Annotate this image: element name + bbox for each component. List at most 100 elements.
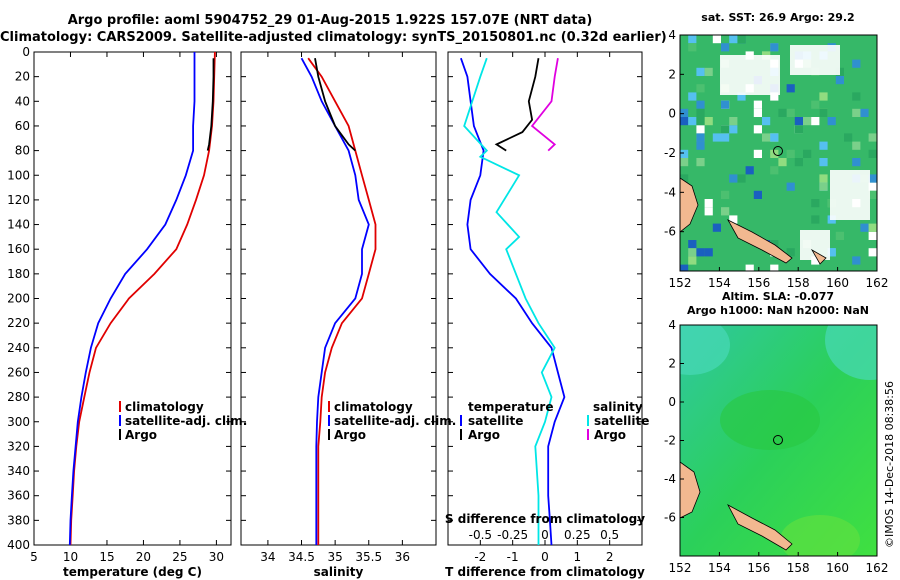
sst-cell <box>680 174 689 183</box>
figure-title-line1: Argo profile: aoml 5904752_29 01-Aug-201… <box>67 13 593 28</box>
sst-cell <box>696 84 705 93</box>
sst-cell <box>745 166 754 175</box>
x-tick-label: 10 <box>63 550 78 564</box>
sst-cell <box>721 190 730 199</box>
secondary-axis-label: S difference from climatology <box>445 512 645 526</box>
map-y-tick-label: -4 <box>664 185 676 199</box>
sst-cell <box>688 35 697 44</box>
sst-cell <box>737 92 746 101</box>
difference-profile: -2 -1 0 1 2T difference from climatology <box>445 51 645 579</box>
y-tick-label: 80 <box>15 144 30 158</box>
legend-label: Argo <box>468 428 500 442</box>
y-tick-label: 220 <box>7 316 30 330</box>
sst-cell <box>868 133 877 142</box>
sst-cell <box>704 207 713 216</box>
map-title: Altim. SLA: -0.077 <box>722 290 834 303</box>
sst-cell <box>786 248 795 257</box>
map-x-tick-label: 154 <box>708 276 731 290</box>
sst-cell <box>770 166 779 175</box>
secondary-tick-label: 0.5 <box>600 528 619 542</box>
map-x-tick-label: 160 <box>826 561 849 575</box>
x-tick-label: 1 <box>574 550 582 564</box>
sst-cell <box>852 141 861 150</box>
map-x-tick-label: 158 <box>787 561 810 575</box>
series-line-salinity-satellite <box>463 57 556 545</box>
map-x-tick-label: 156 <box>747 276 770 290</box>
argo-location-marker <box>773 146 783 156</box>
legend-label: Argo <box>125 428 157 442</box>
sst-cell <box>704 248 713 257</box>
sst-cell <box>819 182 828 191</box>
sst-cell <box>868 182 877 191</box>
sst-map <box>679 34 878 272</box>
sst-cell <box>696 117 705 126</box>
map-x-tick-label: 156 <box>747 561 770 575</box>
temperature-profile: 5 10 15 20 25 3002040608010012014016018020022… <box>7 45 232 579</box>
y-tick-label: 120 <box>7 193 30 207</box>
x-tick-label: 25 <box>172 550 187 564</box>
y-tick-label: 240 <box>7 341 30 355</box>
map-x-tick-label: 158 <box>787 276 810 290</box>
sst-cell <box>704 67 713 76</box>
sst-cell <box>770 43 779 52</box>
legend-label: Argo <box>594 428 626 442</box>
sst-cell <box>827 117 836 126</box>
map-y-tick-label: -6 <box>664 511 676 525</box>
map-x-tick-label: 154 <box>708 561 731 575</box>
sst-cell <box>868 149 877 158</box>
x-tick-label: 15 <box>99 550 114 564</box>
secondary-tick-label: -0.5 <box>469 528 492 542</box>
map-x-tick-label: 152 <box>669 276 692 290</box>
figure-title-line2: Climatology: CARS2009. Satellite-adjuste… <box>0 30 667 45</box>
sst-cell <box>688 43 697 52</box>
map-y-tick-label: 2 <box>668 357 676 371</box>
sst-cell <box>770 133 779 142</box>
sst-cell <box>794 117 803 126</box>
y-tick-label: 140 <box>7 218 30 232</box>
sst-cell <box>794 158 803 167</box>
sst-cell <box>762 117 771 126</box>
sst-cell <box>811 117 820 126</box>
sst-cell <box>819 141 828 150</box>
sst-cell <box>786 108 795 117</box>
x-tick-label: 36 <box>395 550 410 564</box>
sst-cell <box>852 92 861 101</box>
sst-cell <box>680 158 689 167</box>
x-tick-label: 20 <box>136 550 151 564</box>
coastline-land <box>727 219 793 264</box>
sst-cell <box>721 100 730 109</box>
sst-cell <box>737 174 746 183</box>
legend-label: satellite-adj. clim. <box>334 414 456 428</box>
series-line-temperature-argo <box>494 58 540 152</box>
sst-cell <box>696 100 705 109</box>
y-tick-label: 260 <box>7 365 30 379</box>
plot-frame <box>33 51 232 546</box>
secondary-tick-label: 0.25 <box>564 528 591 542</box>
sst-cell <box>696 141 705 150</box>
y-tick-label: 100 <box>7 168 30 182</box>
y-tick-label: 160 <box>7 242 30 256</box>
sst-cell <box>712 223 721 232</box>
sst-gap <box>790 45 840 75</box>
sst-cell <box>811 256 820 265</box>
sst-cell <box>786 149 795 158</box>
x-axis-label: salinity <box>314 565 364 579</box>
legend-label: climatology <box>125 400 204 414</box>
y-tick-label: 400 <box>7 538 30 552</box>
legend-label: satellite <box>468 414 523 428</box>
x-tick-label: -2 <box>474 550 486 564</box>
sst-cell <box>868 174 877 183</box>
series-line-satellite-adj-clim- <box>68 52 196 546</box>
map-y-tick-label: -2 <box>664 434 676 448</box>
sst-cell <box>794 125 803 134</box>
x-tick-label: 30 <box>209 550 224 564</box>
sst-cell <box>852 59 861 68</box>
legend-label: satellite <box>594 414 649 428</box>
x-tick-label: 34 <box>260 550 275 564</box>
map-subtitle: Argo h1000: NaN h2000: NaN <box>687 304 869 317</box>
legend-title: salinity <box>593 400 643 414</box>
y-tick-label: 20 <box>15 70 30 84</box>
sst-cell <box>696 133 705 142</box>
sst-cell <box>860 108 869 117</box>
map-x-tick-label: 160 <box>826 276 849 290</box>
